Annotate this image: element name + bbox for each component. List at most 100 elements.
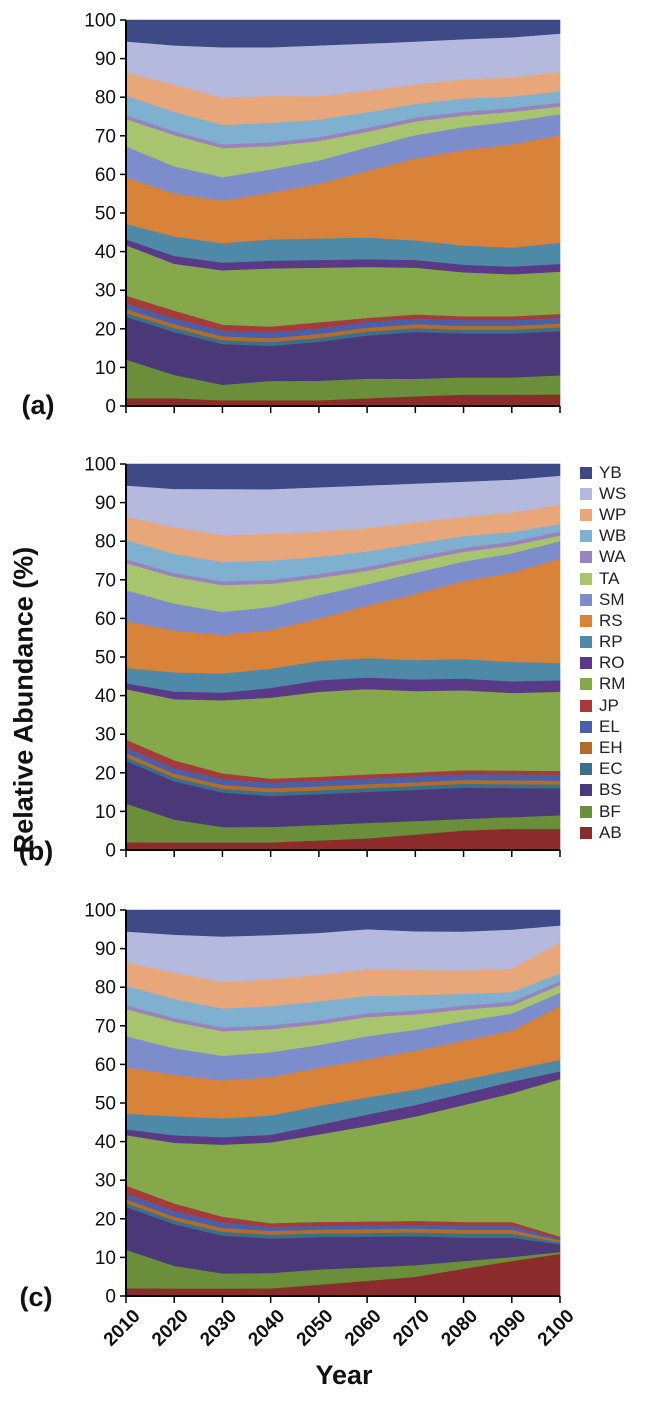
legend-label: EC [599,759,623,779]
x-tick-label: 2020 [148,1306,193,1351]
y-tick-label: 100 [84,455,116,476]
x-tick-label: 2090 [486,1306,531,1351]
x-tick-label: 2080 [437,1306,482,1351]
area-yb [125,463,561,490]
legend-label: RM [599,674,626,694]
legend-swatch [580,763,592,776]
legend-label: EH [599,738,623,758]
legend-item-jp: JP [580,695,626,716]
legend-item-bf: BF [580,801,626,822]
legend-label: BS [599,780,622,800]
legend-label: WB [599,526,627,546]
y-tick-label: 80 [95,88,116,109]
legend-swatch [580,657,592,670]
legend-swatch [580,720,592,733]
legend-item-bs: BS [580,780,626,801]
y-tick-label: 30 [95,725,116,746]
legend-label: JP [599,695,619,715]
x-tick-label: 2060 [341,1306,386,1351]
legend-swatch [580,487,592,500]
y-tick-label: 60 [95,1055,116,1076]
x-tick-label: 2030 [196,1306,241,1351]
legend-label: YB [599,462,622,482]
legend-label: AB [599,822,622,842]
y-tick-label: 100 [84,901,116,922]
y-tick-label: 70 [95,126,116,147]
legend-swatch [580,742,592,755]
legend-swatch [580,678,592,691]
y-tick-label: 70 [95,1016,116,1037]
y-tick-label: 0 [105,1287,116,1308]
legend-label: BF [599,801,621,821]
y-tick-label: 50 [95,648,116,669]
legend-item-wa: WA [580,547,626,568]
y-tick-label: 20 [95,763,116,784]
legend-swatch [580,805,592,818]
chart-panel-1: 0 10 20 30 40 50 60 70 80 90 100 (b) [19,455,561,866]
legend-label: EL [599,716,620,736]
x-tick-label: 2070 [389,1306,434,1351]
legend-item-ab: AB [580,822,626,843]
legend-item-ta: TA [580,568,626,589]
y-tick-label: 20 [95,1209,116,1230]
legend-item-rs: RS [580,610,626,631]
y-tick-label: 60 [95,609,116,630]
y-tick-label: 100 [84,11,116,32]
legend-swatch [580,508,592,521]
y-tick-label: 90 [95,493,116,514]
y-tick-label: 40 [95,242,116,263]
legend: YB WS WP WB WA TA SM RS RP RO RM JP EL EH EC BS BF AB [580,462,626,843]
y-tick-label: 0 [105,841,116,862]
legend-item-ec: EC [580,759,626,780]
chart-panel-2: 0 10 20 30 40 50 60 70 80 90 100 (c) [20,901,561,1312]
legend-label: TA [599,568,620,588]
y-tick-label: 70 [95,570,116,591]
x-axis-label: Year [315,1360,373,1390]
y-tick-label: 10 [95,1248,116,1269]
y-tick-label: 40 [95,686,116,707]
legend-item-rm: RM [580,674,626,695]
panel-label: (b) [19,836,53,866]
legend-label: SM [599,589,625,609]
legend-swatch [580,826,592,839]
legend-label: RO [599,653,625,673]
legend-item-yb: YB [580,462,626,483]
legend-item-wp: WP [580,504,626,525]
y-tick-label: 80 [95,978,116,999]
legend-item-ws: WS [580,483,626,504]
legend-swatch [580,784,592,797]
y-tick-label: 60 [95,165,116,186]
x-tick-label: 2100 [534,1306,579,1351]
legend-swatch [580,699,592,712]
legend-item-el: EL [580,716,626,737]
y-tick-label: 90 [95,49,116,70]
panel-label: (c) [20,1282,53,1312]
legend-item-eh: EH [580,737,626,758]
legend-label: WP [599,504,627,524]
y-tick-label: 30 [95,1171,116,1192]
legend-swatch [580,614,592,627]
x-axis-tick-labels: 2010 2020 2030 2040 2050 2060 2070 2080 2090 2100 [100,1306,579,1351]
chart-panel-0: 0 10 20 30 40 50 60 70 80 90 100 (a) [22,11,561,420]
legend-item-sm: SM [580,589,626,610]
y-tick-label: 50 [95,1094,116,1115]
legend-item-ro: RO [580,653,626,674]
y-tick-label: 0 [105,397,116,418]
x-tick-label: 2010 [100,1306,145,1351]
legend-swatch [580,636,592,649]
legend-swatch [580,551,592,564]
y-tick-label: 20 [95,319,116,340]
y-tick-label: 90 [95,939,116,960]
legend-label: RS [599,610,623,630]
y-tick-label: 40 [95,1132,116,1153]
y-tick-label: 10 [95,802,116,823]
legend-swatch [580,466,592,479]
y-axis-label: Relative Abundance (%) [8,546,39,854]
legend-item-rp: RP [580,632,626,653]
legend-label: RP [599,632,623,652]
panel-label: (a) [22,390,55,420]
y-tick-label: 50 [95,204,116,225]
legend-swatch [580,530,592,543]
y-tick-label: 10 [95,358,116,379]
